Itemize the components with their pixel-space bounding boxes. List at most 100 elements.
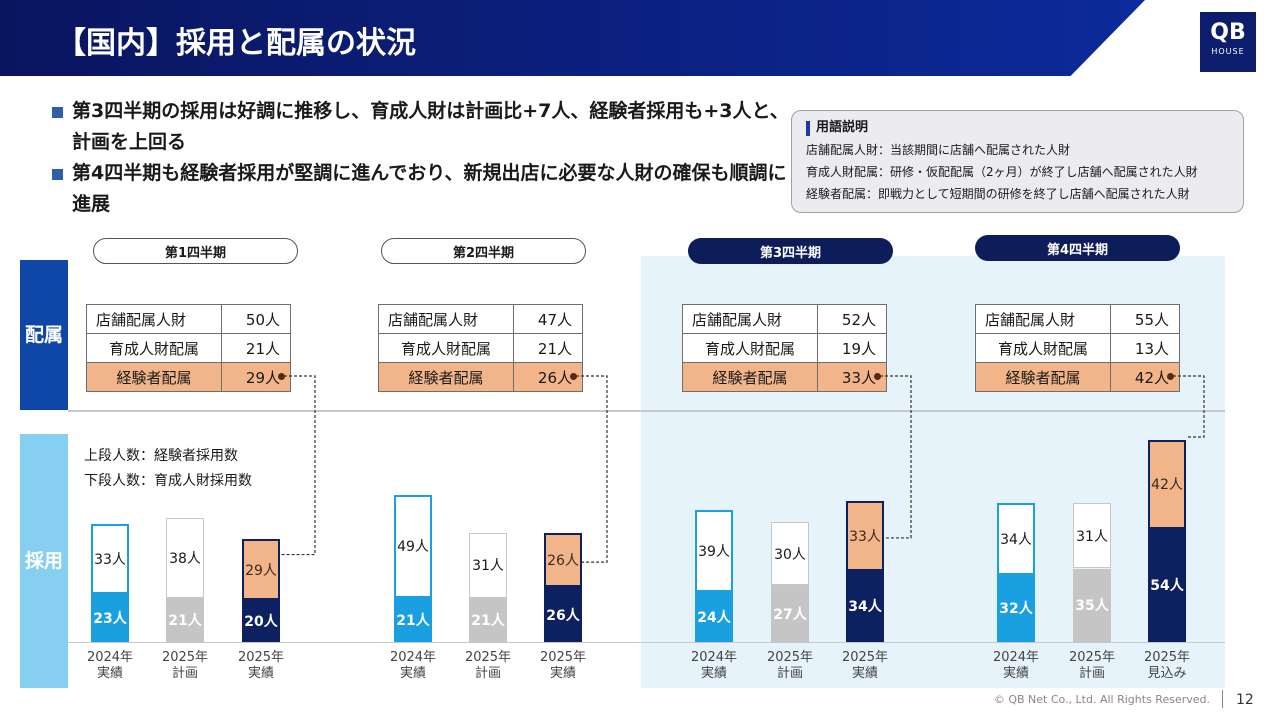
table-row: 育成人財配属 21人 [378,333,583,363]
bar-segment-experienced: 33人 [91,524,129,594]
bullet-q4: 第4四半期も経験者採用が堅調に進んでおり、新規出店に必要な人財の確保も順調に進展 [52,158,792,220]
summary-bullets: 第3四半期の採用は好調に推移し、育成人財は計画比+7人、経験者採用も+3人と、計… [52,96,792,220]
x-label-year: 2025年 [1143,650,1191,665]
x-label-kind: 計画 [171,666,198,681]
bar-segment-experienced: 42人 [1148,440,1186,529]
x-label-kind: 計画 [776,666,803,681]
row-value: 21人 [513,333,583,363]
x-label-year: 2025年 [766,650,814,665]
x-axis-label: 2025年 見込み [1122,650,1212,682]
row-value: 19人 [817,333,887,363]
table-row: 店舗配属人財 47人 [378,304,583,334]
x-label-kind: 計画 [1078,666,1105,681]
table-row: 育成人財配属 21人 [86,333,291,363]
x-axis-label: 2024年 実績 [971,650,1061,682]
bar-segment-trainee: 24人 [695,591,733,642]
row-label: 店舗配属人財 [378,304,514,334]
row-value: 42人 [1110,362,1180,392]
row-label: 育成人財配属 [86,333,222,363]
side-label-hiring: 採用 [20,434,68,688]
bar-segment-trainee: 34人 [846,570,884,642]
row-label: 経験者配属 [378,362,514,392]
table-row: 経験者配属 42人 [975,362,1180,392]
header-bar [0,0,1145,76]
connector-dot [570,373,577,380]
bar-segment-trainee: 21人 [469,597,507,642]
x-label-kind: 計画 [474,666,501,681]
row-label: 経験者配属 [682,362,818,392]
x-axis-label: 2025年 計画 [1047,650,1137,682]
table-row: 経験者配属 26人 [378,362,583,392]
bar-segment-experienced: 31人 [469,532,507,598]
x-axis-label: 2025年 実績 [518,650,608,682]
logo-text: QB [1210,20,1246,45]
glossary-line: 育成人財配属：研修・仮配配属（2ヶ月）が終了し店舗へ配属された人財 [806,165,1198,179]
bullet-q3: 第3四半期の採用は好調に推移し、育成人財は計画比+7人、経験者採用も+3人と、計… [52,96,792,158]
row-value: 50人 [221,304,291,334]
x-axis-label: 2025年 計画 [443,650,533,682]
x-label-kind: 実績 [700,666,727,681]
bar-segment-experienced: 29人 [242,539,280,600]
connector-dot [1167,373,1174,380]
row-label: 店舗配属人財 [86,304,222,334]
footer-divider [1222,690,1223,708]
x-label-kind: 実績 [247,666,274,681]
quarter-pill: 第2四半期 [381,238,586,264]
x-axis-label: 2025年 計画 [140,650,230,682]
x-label-year: 2024年 [992,650,1040,665]
bar-segment-trainee: 23人 [91,593,129,642]
row-value: 55人 [1110,304,1180,334]
table-row: 育成人財配属 19人 [682,333,887,363]
chart-legend: 上段人数：経験者採用数 下段人数：育成人財採用数 [84,444,252,494]
side-label-assignment: 配属 [20,260,68,410]
bar-segment-experienced: 30人 [771,522,809,586]
row-value: 52人 [817,304,887,334]
row-value: 26人 [513,362,583,392]
x-label-year: 2025年 [161,650,209,665]
table-row: 育成人財配属 13人 [975,333,1180,363]
row-label: 育成人財配属 [682,333,818,363]
section-divider [68,410,1225,412]
glossary-title: 用語説明 [806,117,1243,139]
connector-line [280,375,316,556]
bar-segment-experienced: 49人 [394,495,432,598]
legend-lower: 下段人数：育成人財採用数 [84,473,252,489]
row-label: 経験者配属 [86,362,222,392]
legend-upper: 上段人数：経験者採用数 [84,448,238,464]
assignment-table: 店舗配属人財 50人 育成人財配属 21人 経験者配属 29人 [86,304,291,392]
table-row: 店舗配属人財 50人 [86,304,291,334]
table-row: 店舗配属人財 55人 [975,304,1180,334]
connector-dot [278,373,285,380]
table-row: 経験者配属 33人 [682,362,887,392]
x-label-year: 2024年 [389,650,437,665]
copyright: © QB Net Co., Ltd. All Rights Reserved. [993,693,1210,706]
row-label: 育成人財配属 [378,333,514,363]
x-label-year: 2025年 [539,650,587,665]
row-label: 育成人財配属 [975,333,1111,363]
bar-segment-trainee: 21人 [166,597,204,642]
bar-segment-experienced: 39人 [695,509,733,592]
bar-segment-experienced: 38人 [166,518,204,598]
bar-segment-experienced: 33人 [846,501,884,571]
x-label-year: 2024年 [690,650,738,665]
x-label-year: 2025年 [1068,650,1116,665]
row-label: 店舗配属人財 [682,304,818,334]
row-label: 店舗配属人財 [975,304,1111,334]
bar-segment-experienced: 31人 [1073,503,1111,569]
bar-segment-trainee: 27人 [771,585,809,642]
row-value: 21人 [221,333,291,363]
x-label-year: 2025年 [464,650,512,665]
page-number: 12 [1236,692,1254,708]
row-value: 47人 [513,304,583,334]
connector-dot [874,373,881,380]
qb-house-logo: QB HOUSE [1200,12,1256,72]
x-axis-label: 2024年 実績 [65,650,155,682]
assignment-table: 店舗配属人財 47人 育成人財配属 21人 経験者配属 26人 [378,304,583,392]
page-title: 【国内】採用と配属の状況 [56,26,416,61]
bar-segment-experienced: 26人 [544,532,582,588]
bar-segment-trainee: 54人 [1148,528,1186,642]
quarter-pill: 第3四半期 [688,238,893,264]
x-axis-label: 2024年 実績 [368,650,458,682]
row-label: 経験者配属 [975,362,1111,392]
table-row: 店舗配属人財 52人 [682,304,887,334]
